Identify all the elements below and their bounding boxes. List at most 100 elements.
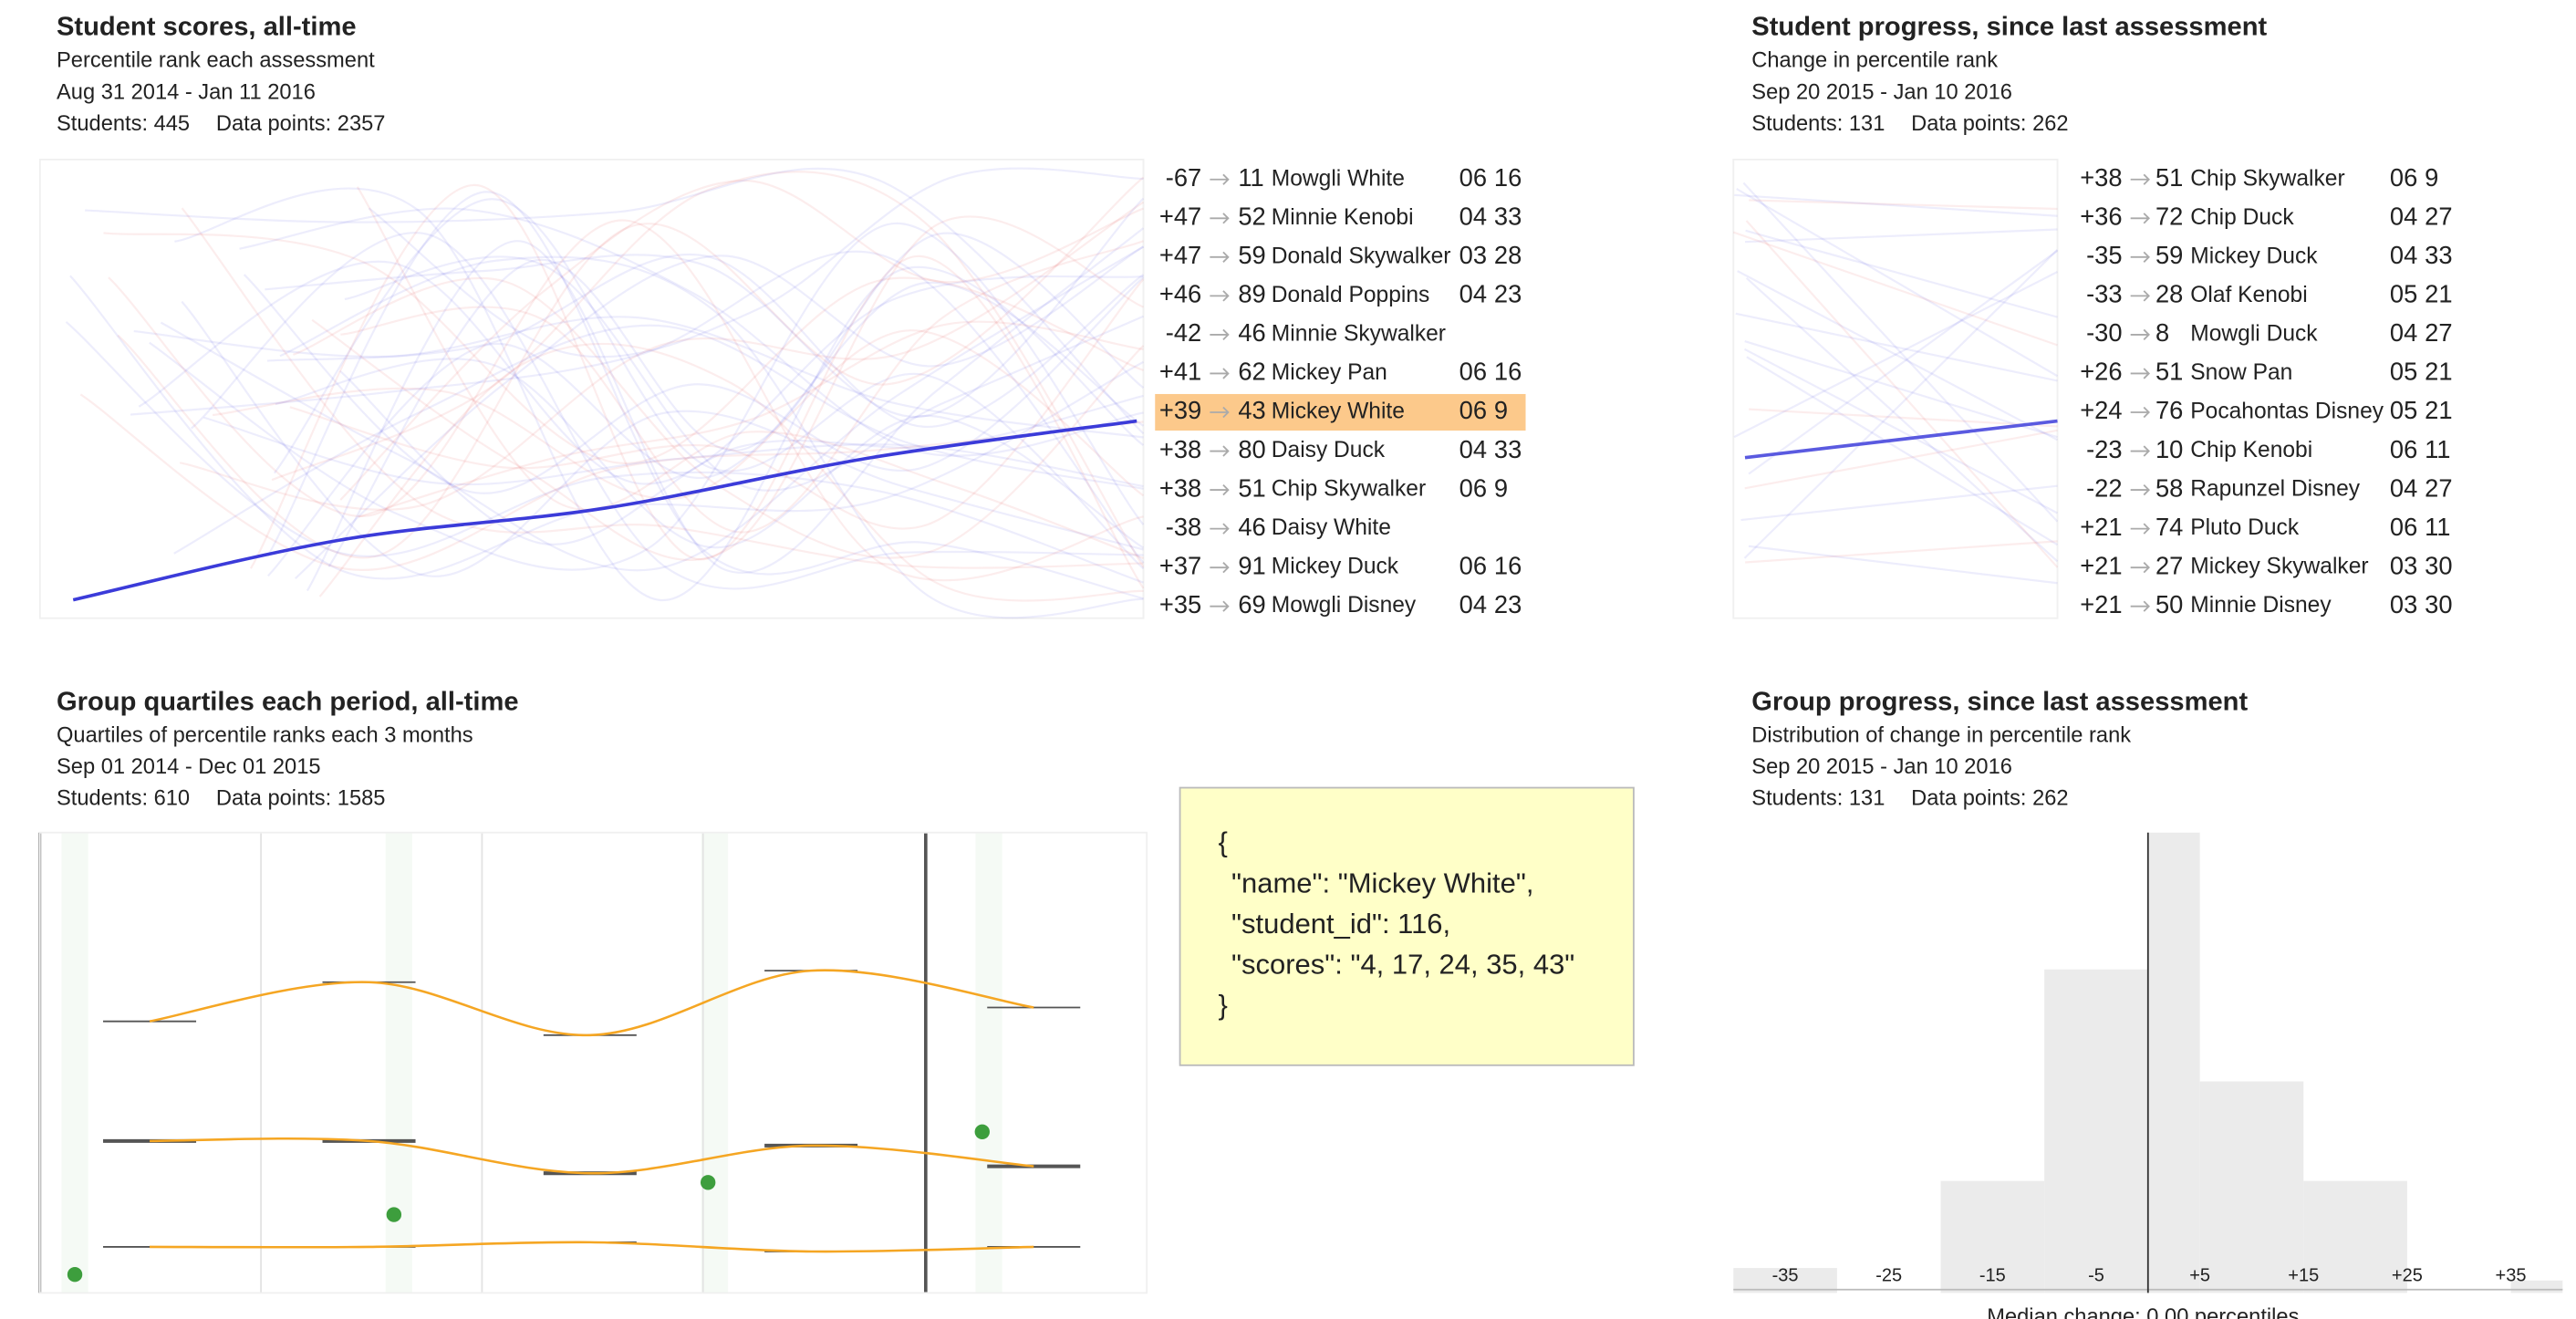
background-trace bbox=[117, 176, 1145, 559]
class-value[interactable]: 21 bbox=[2425, 358, 2452, 386]
background-trace bbox=[1735, 312, 2058, 382]
grade-value: 04 bbox=[1459, 435, 1487, 463]
student-name[interactable]: Snow Pan bbox=[2190, 360, 2292, 385]
background-trace bbox=[266, 191, 1144, 600]
class-value[interactable]: 16 bbox=[1494, 551, 1522, 579]
student-name[interactable]: Donald Poppins bbox=[1272, 283, 1430, 307]
score-value: 69 bbox=[1238, 590, 1265, 618]
class-value[interactable]: 30 bbox=[2425, 590, 2452, 618]
student-name[interactable]: Pluto Duck bbox=[2190, 515, 2300, 540]
arrow-icon bbox=[1210, 483, 1230, 496]
class-value[interactable]: 16 bbox=[1494, 358, 1522, 386]
panel-subtitle: Distribution of change in percentile ran… bbox=[1751, 723, 2131, 747]
change-value: +21 bbox=[2080, 513, 2122, 541]
change-value: -30 bbox=[2086, 318, 2122, 347]
change-value: -33 bbox=[2086, 280, 2122, 308]
class-value[interactable]: 27 bbox=[2425, 203, 2452, 231]
class-value[interactable]: 23 bbox=[1494, 590, 1522, 618]
x-tick-label: +25 bbox=[2392, 1265, 2423, 1285]
student-name[interactable]: Mowgli Duck bbox=[2190, 321, 2318, 346]
class-value[interactable]: 33 bbox=[1494, 435, 1522, 463]
tooltip-line: "scores": "4, 17, 24, 35, 43" bbox=[1231, 949, 1574, 981]
background-trace bbox=[339, 369, 1144, 545]
tooltip-line: "student_id": 116, bbox=[1231, 908, 1450, 940]
change-value: +21 bbox=[2080, 551, 2122, 579]
student-name[interactable]: Daisy White bbox=[1272, 515, 1391, 540]
student-name[interactable]: Mickey White bbox=[1272, 400, 1405, 424]
student-name[interactable]: Mowgli White bbox=[1272, 166, 1405, 191]
background-trace bbox=[133, 316, 1144, 439]
student-name[interactable]: Chip Kenobi bbox=[2190, 438, 2312, 462]
background-trace bbox=[327, 232, 1145, 568]
class-value[interactable]: 30 bbox=[2425, 551, 2452, 579]
student-name[interactable]: Mickey Duck bbox=[2190, 244, 2318, 268]
student-name[interactable]: Chip Skywalker bbox=[2190, 166, 2344, 191]
class-value[interactable]: 11 bbox=[2425, 435, 2450, 463]
student-name[interactable]: Mickey Pan bbox=[1272, 360, 1387, 385]
grade-value: 04 bbox=[1459, 280, 1487, 308]
class-value[interactable]: 33 bbox=[2425, 241, 2452, 269]
student-name[interactable]: Pocahontas Disney bbox=[2190, 400, 2384, 424]
class-value[interactable]: 11 bbox=[2425, 513, 2450, 541]
change-value: +39 bbox=[1159, 396, 1201, 424]
background-trace bbox=[1745, 228, 2058, 244]
class-value[interactable]: 9 bbox=[2425, 163, 2438, 192]
date-range: Sep 20 2015 - Jan 10 2016 bbox=[1751, 80, 2012, 104]
background-trace bbox=[1745, 229, 2058, 318]
background-trace bbox=[149, 222, 1145, 571]
arrow-icon bbox=[1210, 290, 1230, 302]
student-name[interactable]: Minnie Disney bbox=[2190, 593, 2332, 618]
class-value[interactable]: 9 bbox=[1494, 396, 1508, 424]
score-value: 72 bbox=[2155, 203, 2183, 231]
score-value: 91 bbox=[1238, 551, 1265, 579]
class-value[interactable]: 23 bbox=[1494, 280, 1522, 308]
arrow-icon bbox=[2130, 406, 2151, 419]
class-value[interactable]: 28 bbox=[1494, 241, 1522, 269]
grade-value: 04 bbox=[1459, 203, 1487, 231]
student-name[interactable]: Minnie Kenobi bbox=[1272, 205, 1414, 230]
class-value[interactable]: 9 bbox=[1494, 473, 1508, 502]
background-trace bbox=[249, 183, 1145, 589]
class-value[interactable]: 21 bbox=[2425, 396, 2452, 424]
background-trace bbox=[130, 250, 1145, 564]
student-name[interactable]: Chip Skywalker bbox=[1272, 477, 1426, 502]
student-name[interactable]: Rapunzel Disney bbox=[2190, 477, 2361, 502]
class-value[interactable]: 21 bbox=[2425, 280, 2452, 308]
score-value: 80 bbox=[1238, 435, 1265, 463]
background-trace bbox=[273, 198, 1145, 570]
background-trace bbox=[239, 207, 1144, 457]
grade-value: 06 bbox=[1459, 396, 1487, 424]
grade-value: 06 bbox=[1459, 551, 1487, 579]
background-trace bbox=[1744, 429, 2058, 490]
student-name[interactable]: Mickey Duck bbox=[1272, 555, 1399, 579]
x-tick-label: -35 bbox=[1772, 1265, 1799, 1285]
histogram-bar bbox=[2303, 1180, 2407, 1293]
chart-frame bbox=[38, 158, 1145, 619]
background-trace bbox=[138, 260, 1144, 485]
class-value[interactable]: 27 bbox=[2425, 318, 2452, 347]
background-trace bbox=[1742, 182, 2059, 523]
background-trace bbox=[1743, 249, 2059, 559]
background-trace bbox=[1740, 484, 2058, 522]
class-value[interactable]: 27 bbox=[2425, 473, 2452, 502]
arrow-icon bbox=[2130, 290, 2151, 302]
class-value[interactable]: 16 bbox=[1494, 163, 1522, 192]
student-name[interactable]: Donald Skywalker bbox=[1272, 244, 1451, 268]
grade-value: 04 bbox=[2390, 318, 2417, 347]
chart-frame bbox=[1732, 158, 2059, 619]
background-trace bbox=[1748, 249, 2059, 475]
x-tick-label: +15 bbox=[2288, 1265, 2319, 1285]
student-name[interactable]: Minnie Skywalker bbox=[1272, 321, 1446, 346]
panel-title: Student scores, all-time bbox=[57, 13, 357, 42]
class-value[interactable]: 33 bbox=[1494, 203, 1522, 231]
student-name[interactable]: Mowgli Disney bbox=[1272, 593, 1417, 618]
student-name[interactable]: Daisy Duck bbox=[1272, 438, 1386, 462]
student-name[interactable]: Olaf Kenobi bbox=[2190, 283, 2307, 307]
x-tick-label: +5 bbox=[2189, 1265, 2210, 1285]
student-name[interactable]: Chip Duck bbox=[2190, 205, 2294, 230]
background-trace bbox=[311, 215, 1144, 561]
data-points-count: Data points: 1585 bbox=[216, 787, 386, 811]
student-name[interactable]: Mickey Skywalker bbox=[2190, 555, 2368, 579]
background-trace bbox=[340, 240, 1144, 534]
background-trace bbox=[1746, 356, 2059, 546]
